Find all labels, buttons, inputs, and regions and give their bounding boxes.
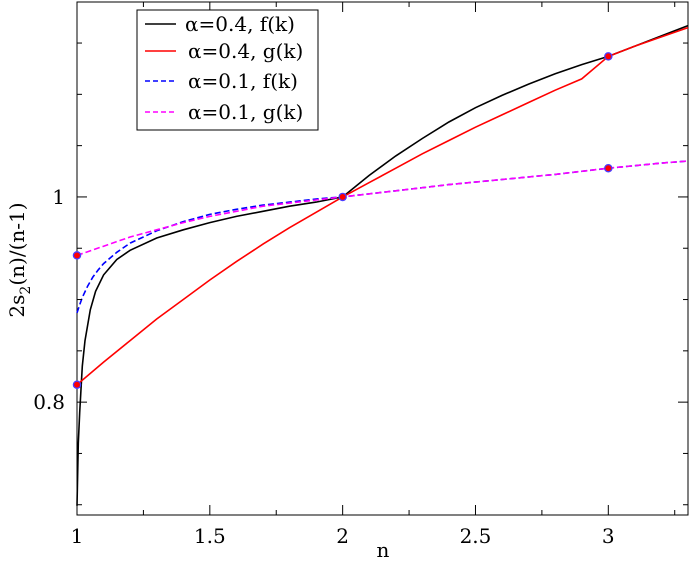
y-tick-label: 1 bbox=[52, 185, 65, 209]
legend-label-1: α=0.4, g(k) bbox=[188, 39, 303, 63]
x-tick-label: 1.5 bbox=[194, 524, 226, 548]
series-layer bbox=[76, 24, 689, 506]
data-point-2 bbox=[338, 192, 347, 202]
data-point-4 bbox=[604, 52, 613, 61]
y-axis-title-subscript: 2 bbox=[18, 286, 34, 295]
x-axis-title: n bbox=[377, 538, 390, 562]
legend-box bbox=[136, 9, 319, 131]
y-axis-title: 2s2(n)/(n-1) bbox=[5, 202, 34, 317]
y-tick-label: 0.8 bbox=[33, 390, 65, 414]
x-tick-label: 3 bbox=[602, 524, 615, 548]
x-tick-label: 1 bbox=[71, 524, 84, 548]
series-line-0 bbox=[76, 24, 689, 506]
y-axis-title-rest: (n)/(n-1) bbox=[5, 202, 29, 285]
legend-label-3: α=0.1, g(k) bbox=[188, 100, 303, 124]
series-line-3 bbox=[76, 160, 689, 257]
data-point-0 bbox=[72, 380, 82, 389]
marker-layer bbox=[72, 52, 613, 389]
legend-label-2: α=0.1, f(k) bbox=[188, 69, 298, 93]
x-tick-label: 2 bbox=[336, 524, 349, 548]
series-line-1 bbox=[76, 26, 689, 386]
data-point-3 bbox=[604, 163, 613, 173]
legend-label-0: α=0.4, f(k) bbox=[185, 12, 295, 36]
data-point-1 bbox=[72, 251, 82, 260]
x-tick-label: 2.5 bbox=[460, 524, 492, 548]
legend: α=0.4, f(k) α=0.4, g(k) α=0.1, f(k) α=0.… bbox=[136, 9, 319, 131]
y-axis-title-main: 2s bbox=[5, 295, 29, 318]
tick-layer: 1 1.5 2 2.5 3 0.8 1 bbox=[33, 2, 688, 548]
series-line-2 bbox=[76, 160, 689, 314]
